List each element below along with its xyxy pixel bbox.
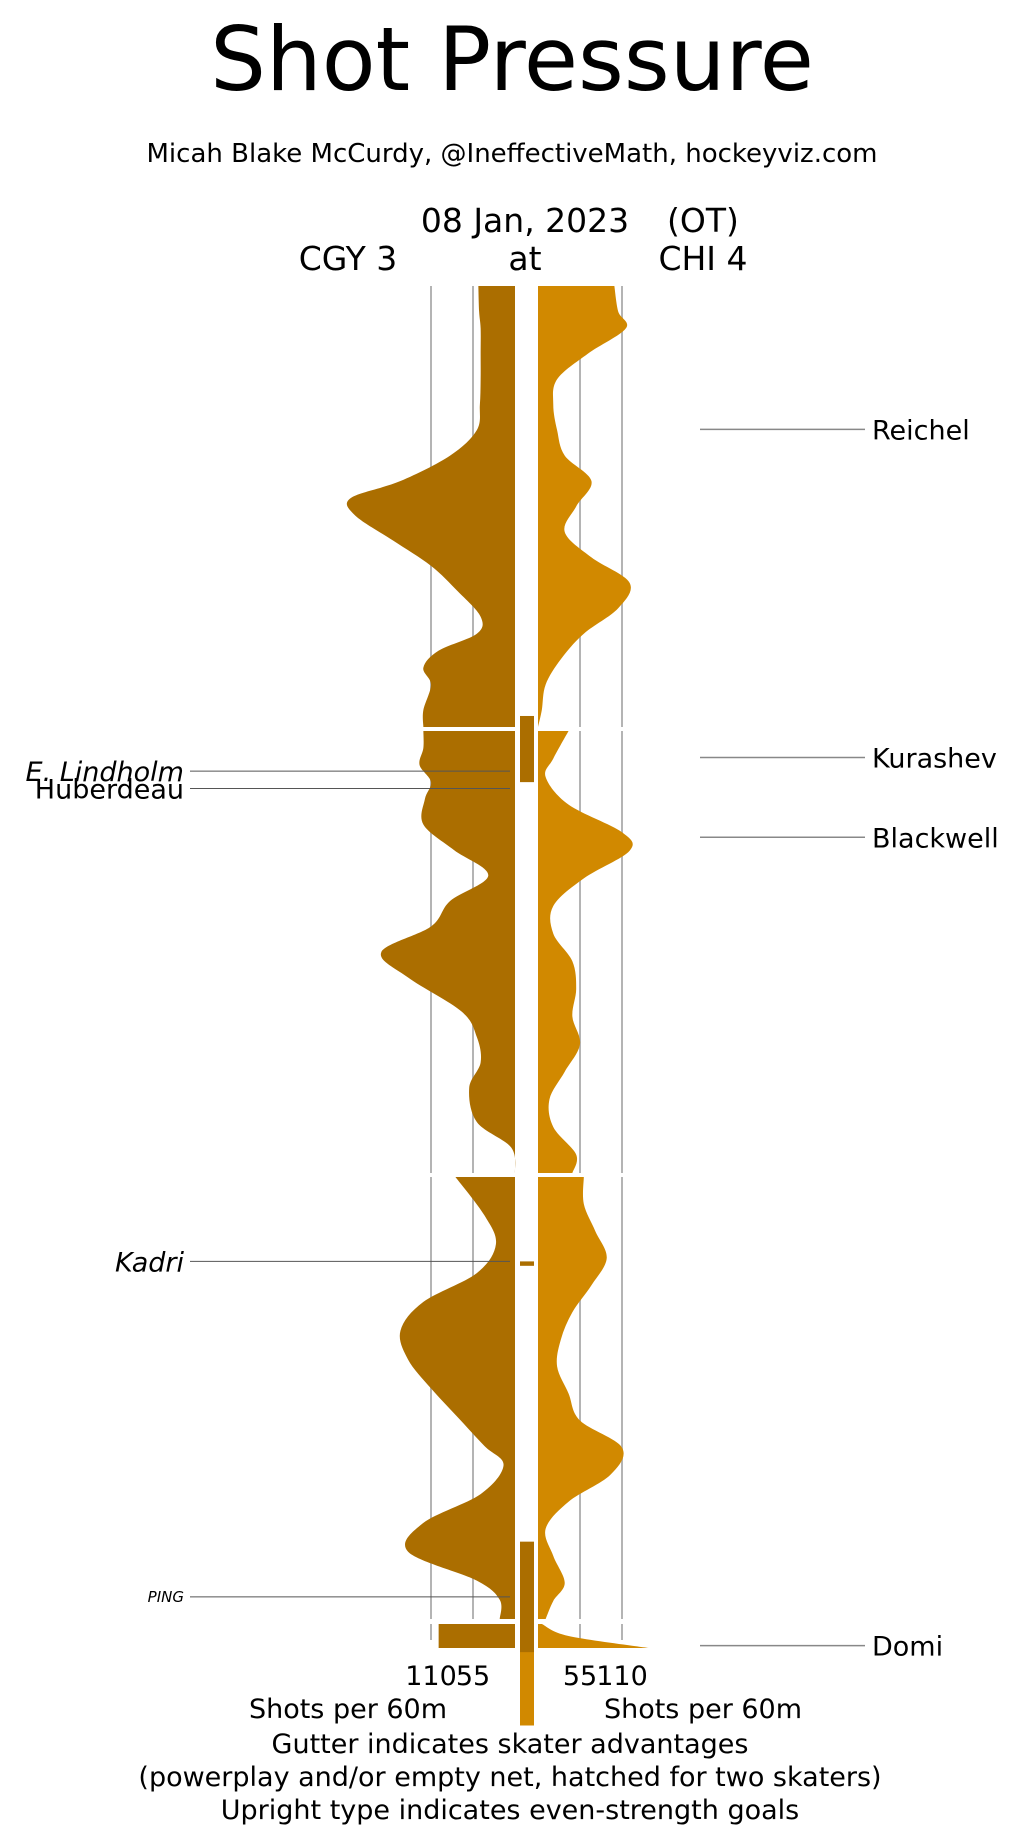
x-tick-label: 110 — [405, 1661, 457, 1692]
home-area-period-2 — [538, 731, 633, 1173]
gutter-mark — [520, 1261, 534, 1266]
home-team-score: CHI 4 — [658, 239, 747, 278]
chart-title: Shot Pressure — [210, 8, 814, 111]
chart-subtitle: Micah Blake McCurdy, @IneffectiveMath, h… — [147, 139, 878, 169]
away-axis-label: Shots per 60m — [249, 1694, 447, 1725]
goal-label-domi: Domi — [872, 1632, 943, 1663]
goal-label-e-lindholm: E. Lindholm — [26, 757, 184, 788]
away-area-period-4 — [438, 1624, 515, 1648]
gutter-mark — [520, 1541, 534, 1653]
away-area-period-3 — [399, 1177, 515, 1619]
home-axis-label: Shots per 60m — [604, 1694, 802, 1725]
x-tick-label: 110 — [596, 1661, 648, 1692]
goal-label-kadri: Kadri — [115, 1247, 185, 1278]
gutter — [520, 715, 534, 1726]
goal-label-ping: PING — [148, 1588, 184, 1606]
x-tick-label: 55 — [563, 1661, 597, 1692]
overtime-marker: (OT) — [667, 201, 739, 240]
x-tick-label: 55 — [456, 1661, 490, 1692]
away-team-score: CGY 3 — [299, 239, 398, 278]
gutter-mark — [520, 715, 534, 783]
game-date: 08 Jan, 2023 — [421, 201, 629, 240]
home-area-period-3 — [538, 1177, 624, 1619]
goal-label-kurashev: Kurashev — [872, 744, 997, 775]
home-area-period-4 — [538, 1624, 649, 1648]
footnote-gutter: Gutter indicates skater advantages — [272, 1729, 749, 1760]
goal-label-huberdeau: Huberdeau — [35, 774, 184, 805]
away-area-period-1 — [346, 286, 515, 727]
home-area-period-1 — [538, 286, 631, 727]
footnote-hatch: (powerplay and/or empty net, hatched for… — [138, 1762, 881, 1793]
footnote-upright: Upright type indicates even-strength goa… — [221, 1795, 799, 1826]
at-label: at — [508, 239, 541, 278]
period-separator — [300, 1173, 750, 1177]
goal-label-blackwell: Blackwell — [872, 823, 999, 854]
goal-label-reichel: Reichel — [872, 415, 970, 446]
away-area-period-2 — [380, 731, 516, 1173]
shot-rate-areas — [300, 286, 750, 1648]
